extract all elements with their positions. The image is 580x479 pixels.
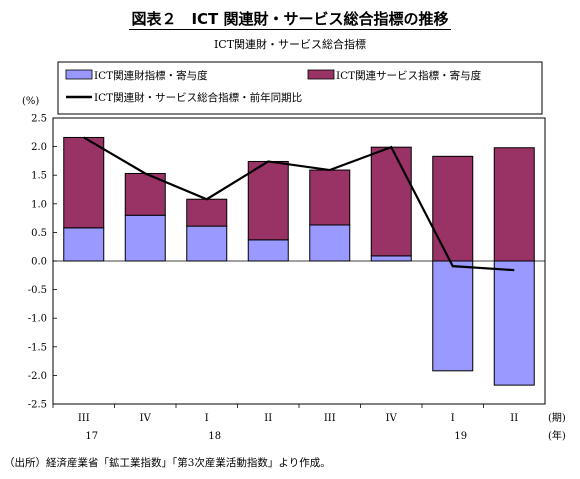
year-label: 18 (208, 431, 221, 442)
legend-swatch-goods (65, 69, 93, 80)
bar-goods (247, 239, 289, 262)
x-tick-label: I (205, 413, 209, 424)
y-tick-label: 0.5 (31, 228, 47, 239)
x-tick-label: III (78, 413, 90, 424)
year-label: 19 (454, 431, 467, 442)
y-tick-label: 1.5 (31, 171, 47, 182)
x-tick-label: I (451, 413, 455, 424)
bar-services (63, 136, 105, 229)
y-tick-label: -2.0 (28, 371, 47, 382)
year-label: 17 (85, 431, 98, 442)
source-note: （出所）経済産業省「鉱工業指数」「第3次産業活動指数」より作成。 (4, 457, 331, 469)
legend: ICT関連財指標・寄与度 ICT関連サービス指標・寄与度 ICT関連財・サービス… (57, 61, 543, 115)
y-tick-label: -2.5 (28, 400, 47, 411)
bar-services (493, 147, 535, 262)
bar-goods (63, 227, 105, 262)
legend-label-services: ICT関連サービス指標・寄与度 (336, 69, 482, 82)
legend-swatch-services (307, 69, 335, 80)
bar-goods (309, 224, 351, 262)
y-tick-label: 0.0 (31, 257, 47, 268)
y-tick-label: 2.0 (31, 142, 47, 153)
legend-box (57, 61, 543, 115)
x-tick-label: II (264, 413, 272, 424)
legend-label-goods: ICT関連財指標・寄与度 (94, 69, 208, 82)
bar-services (247, 160, 289, 241)
y-tick-label: -1.5 (28, 342, 47, 353)
y-tick-label: -0.5 (28, 285, 47, 296)
bar-goods (124, 214, 166, 262)
x-axis-labels: III IV I II III IV I II (52, 404, 518, 424)
bar-goods (370, 255, 412, 262)
bar-services (432, 155, 474, 262)
x-tick-label: II (510, 413, 518, 424)
y-tick-label: 2.5 (31, 114, 47, 125)
bar-services (309, 169, 351, 226)
x-axis-period-unit: (期) (548, 412, 566, 424)
bar-goods (493, 260, 535, 386)
y-tick-label: -1.0 (28, 314, 47, 325)
x-tick-label: IV (386, 413, 398, 424)
line-series (83, 136, 515, 272)
bar-services (186, 198, 228, 227)
bar-services (124, 172, 166, 216)
x-tick-label: III (324, 413, 336, 424)
bar-goods (432, 260, 474, 372)
figure-title: 図表２ ICT 関連財・サービス総合指標の推移 (129, 10, 451, 30)
y-tick-label: 1.0 (31, 199, 47, 210)
x-tick-label: IV (140, 413, 152, 424)
y-axis-unit: (%) (22, 96, 39, 107)
legend-label-line: ICT関連財・サービス総合指標・前年同期比 (94, 91, 302, 104)
chart-title: ICT関連財・サービス総合指標 (214, 37, 366, 51)
bar-services (370, 146, 412, 257)
x-axis-year-unit: (年) (548, 429, 566, 442)
bars (63, 136, 535, 386)
y-axis-ticks: 2.5 2.0 1.5 1.0 0.5 0.0 -0.5 -1.0 -1.5 -2.0 -2.5 (28, 114, 57, 411)
bar-goods (186, 225, 228, 262)
year-labels: 17 18 19 (85, 431, 467, 442)
